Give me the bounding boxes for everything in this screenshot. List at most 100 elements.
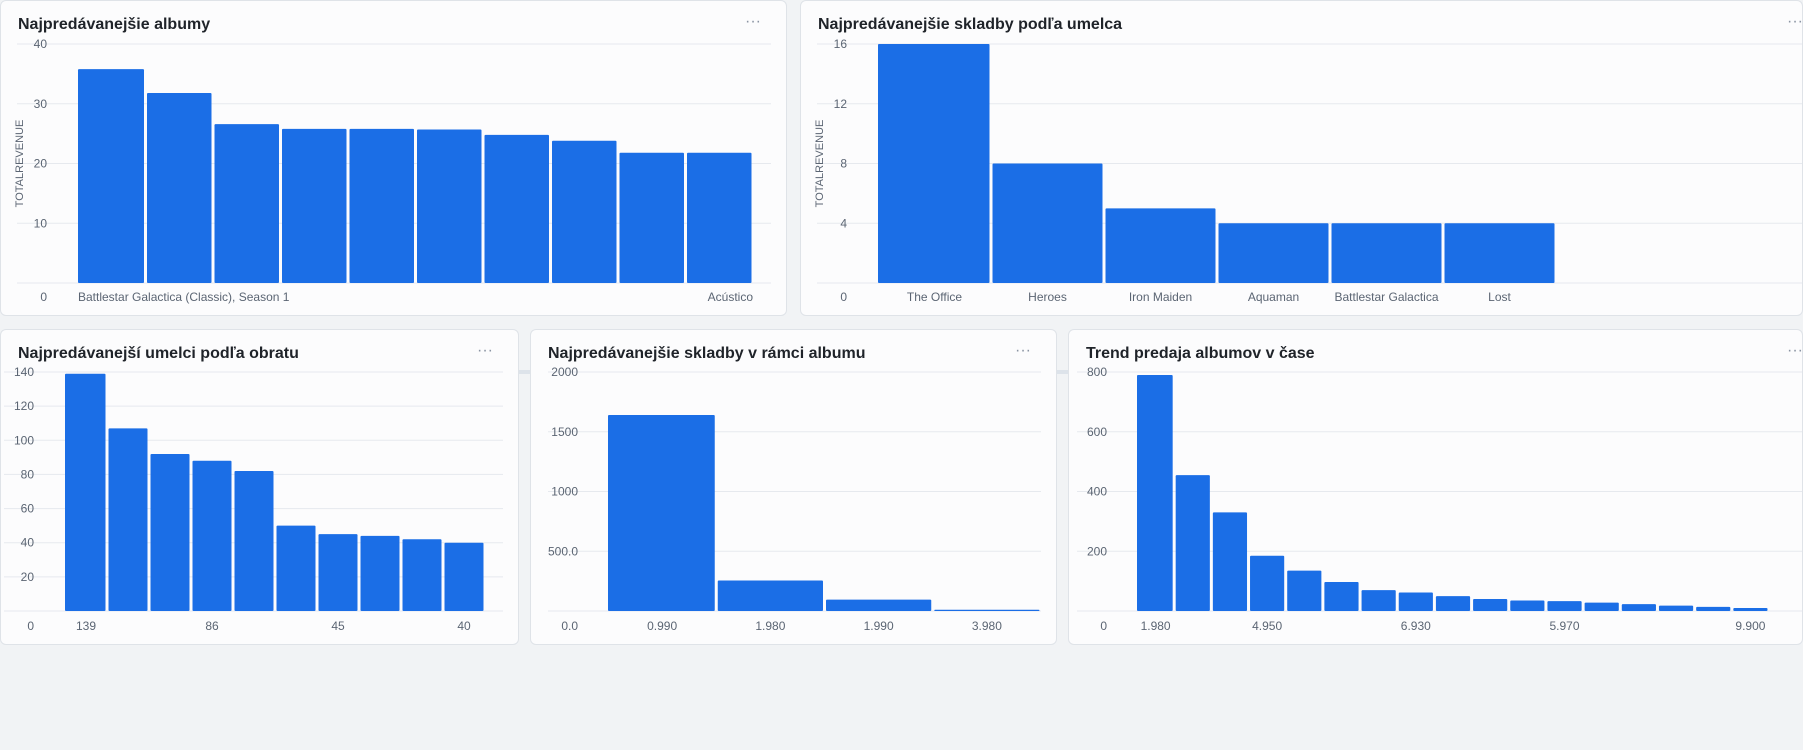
- bar: [484, 134, 549, 283]
- bar: [1287, 570, 1322, 611]
- y-tick-label: 20: [21, 570, 35, 584]
- y-tick-label: 16: [834, 37, 848, 51]
- bar: [1658, 605, 1694, 611]
- y-tick-label: 100: [14, 433, 34, 447]
- bar: [282, 128, 347, 283]
- bar: [878, 44, 990, 283]
- y-tick-label: 40: [21, 536, 35, 550]
- more-horizontal-icon[interactable]: ···: [1787, 342, 1803, 359]
- bar: [214, 124, 279, 283]
- y-tick-label: 1500: [551, 425, 578, 439]
- y-tick-label: 80: [21, 467, 35, 481]
- x-tick-label: 1.980: [755, 619, 785, 633]
- x-tick-label: 9.900: [1735, 619, 1765, 633]
- y-tick-label: 0: [27, 619, 34, 633]
- bar: [1324, 582, 1359, 611]
- y-tick-label: 30: [34, 97, 48, 111]
- bar: [552, 140, 617, 283]
- y-tick-label: 2000: [551, 365, 578, 379]
- y-tick-label: 10: [34, 216, 48, 230]
- x-tick-label: 45: [331, 619, 345, 633]
- y-tick-label: 0: [40, 290, 47, 304]
- bar: [1584, 602, 1619, 611]
- more-horizontal-icon[interactable]: ···: [1787, 13, 1803, 30]
- bar: [417, 129, 482, 283]
- bar: [1696, 606, 1731, 611]
- chart-top-tracks-by-artist: 0 4 8 12 16 TOTALREVENUE The Office Heroes Iron …: [814, 37, 1802, 304]
- x-tick-label: 5.970: [1550, 619, 1580, 633]
- bar: [1218, 223, 1329, 283]
- x-tick-label: Aquaman: [1248, 290, 1299, 304]
- bar: [1733, 608, 1768, 611]
- card-title: Najpredávanejší umelci podľa obratu: [18, 345, 299, 362]
- y-tick-label: 0.0: [561, 619, 578, 633]
- y-axis-title: TOTALREVENUE: [14, 120, 26, 208]
- x-tick-label: Heroes: [1028, 290, 1067, 304]
- chart-top-artists-by-revenue: 0 20 40 60 80 100 120 140 139 86 45 40: [4, 365, 503, 633]
- y-tick-label: 1000: [551, 485, 578, 499]
- x-tick-label: 4.950: [1252, 619, 1282, 633]
- x-tick-label: Battlestar Galactica (Classic), Season 1: [78, 290, 290, 304]
- bar: [1473, 599, 1508, 611]
- bar: [1212, 512, 1248, 611]
- x-tick-label: Battlestar Galactica: [1334, 290, 1438, 304]
- bar: [1621, 604, 1656, 611]
- bar: [717, 580, 823, 611]
- bar: [687, 152, 752, 283]
- y-tick-label: 400: [1087, 485, 1107, 499]
- y-tick-label: 0: [1100, 619, 1107, 633]
- x-tick-label: 1.990: [864, 619, 894, 633]
- bar: [1361, 590, 1396, 611]
- bar: [1547, 601, 1582, 611]
- y-tick-label: 8: [840, 157, 847, 171]
- bar: [360, 535, 400, 611]
- bar: [318, 534, 358, 611]
- card-title: Najpredávanejšie skladby v rámci albumu: [548, 345, 866, 362]
- bar: [444, 542, 484, 611]
- bar: [349, 128, 414, 283]
- y-tick-label: 800: [1087, 365, 1107, 379]
- bar: [276, 525, 316, 611]
- chart-top-tracks-in-album: 0.0 500.0 1000 1500 2000 0.990 1.980 1.990 3.980: [548, 365, 1041, 633]
- bar: [65, 373, 106, 611]
- card-title: Najpredávanejšie albumy: [18, 16, 211, 33]
- card-top-artists-by-revenue: Najpredávanejší umelci podľa obratu ··· …: [0, 329, 519, 645]
- more-horizontal-icon[interactable]: ···: [477, 342, 493, 359]
- x-tick-label: Lost: [1488, 290, 1511, 304]
- bar: [234, 471, 274, 611]
- more-horizontal-icon[interactable]: ···: [1015, 342, 1031, 359]
- x-tick-label: Iron Maiden: [1129, 290, 1192, 304]
- bar: [147, 92, 212, 284]
- card-title: Trend predaja albumov v čase: [1086, 345, 1315, 362]
- y-tick-label: 200: [1087, 544, 1107, 558]
- y-tick-label: 500.0: [548, 544, 578, 558]
- x-tick-label: 86: [205, 619, 219, 633]
- bar: [108, 428, 148, 611]
- more-horizontal-icon[interactable]: ···: [745, 13, 761, 30]
- y-tick-label: 12: [834, 97, 848, 111]
- card-top-tracks-in-album: Najpredávanejšie skladby v rámci albumu …: [530, 329, 1057, 645]
- bar: [1175, 475, 1210, 611]
- x-tick-label: 0.990: [647, 619, 677, 633]
- x-tick-label: 6.930: [1401, 619, 1431, 633]
- y-tick-label: 120: [14, 399, 34, 413]
- bar: [150, 453, 190, 611]
- y-tick-label: 140: [14, 365, 34, 379]
- bar: [1105, 208, 1216, 283]
- y-tick-label: 20: [34, 157, 48, 171]
- bar: [1137, 374, 1173, 611]
- y-tick-label: 0: [840, 290, 847, 304]
- bar: [1444, 223, 1555, 283]
- bar: [608, 415, 715, 611]
- y-axis-title: TOTALREVENUE: [814, 120, 826, 208]
- x-tick-label: 40: [457, 619, 471, 633]
- bar: [1510, 600, 1545, 611]
- x-tick-label: 3.980: [972, 619, 1002, 633]
- card-top-tracks-by-artist: Najpredávanejšie skladby podľa umelca ··…: [800, 0, 1803, 316]
- card-title: Najpredávanejšie skladby podľa umelca: [818, 16, 1123, 33]
- bar: [78, 69, 144, 283]
- x-tick-label: The Office: [907, 290, 962, 304]
- y-tick-label: 40: [34, 37, 48, 51]
- bar: [826, 599, 932, 611]
- bar: [934, 609, 1040, 611]
